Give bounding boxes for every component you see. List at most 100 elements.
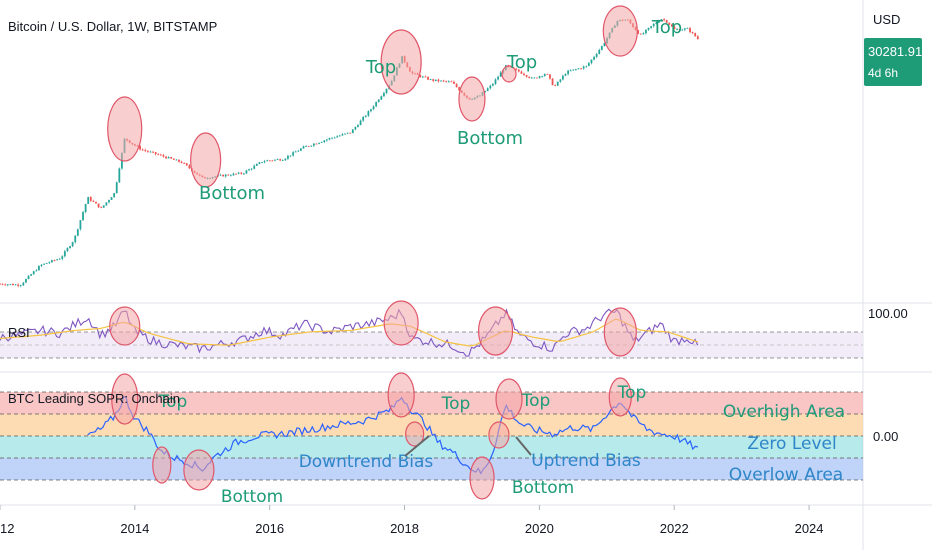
price-label-top-2017: Top: [365, 57, 396, 78]
candle: [556, 81, 559, 86]
candle: [58, 257, 61, 260]
highlight-circle: [488, 421, 510, 449]
sopr-label-zero: Zero Level: [747, 434, 836, 454]
zero-zone: [0, 436, 863, 458]
candle: [587, 62, 590, 67]
candle: [419, 74, 422, 78]
candle: [222, 174, 224, 177]
candle: [97, 203, 100, 209]
candle: [274, 159, 276, 162]
highlight-circle: [469, 456, 495, 500]
candle: [38, 265, 40, 271]
candle: [25, 278, 27, 283]
candle: [318, 142, 320, 145]
candle: [445, 80, 448, 83]
candle: [582, 65, 585, 70]
candle: [447, 80, 450, 83]
candle: [424, 75, 427, 78]
symbol-title: Bitcoin / U.S. Dollar, 1W, BITSTAMP: [8, 19, 217, 34]
candle: [455, 83, 458, 88]
candle: [559, 78, 562, 83]
highlight-circle: [458, 76, 486, 122]
candle: [281, 159, 284, 162]
candle: [289, 155, 292, 158]
candle: [372, 105, 375, 111]
candle: [375, 101, 378, 108]
candle: [603, 42, 606, 47]
highlight-circle: [183, 449, 215, 491]
candle: [100, 206, 103, 209]
sopr-label-bottom-2019: Bottom: [512, 478, 574, 498]
candle: [325, 138, 328, 142]
candle: [6, 284, 9, 287]
price-badge-countdown: 4d 6h: [868, 66, 898, 80]
candle: [110, 196, 113, 200]
candle: [305, 145, 308, 147]
candle: [1, 283, 4, 286]
candle: [255, 163, 258, 166]
candle: [165, 156, 167, 159]
candle: [268, 160, 271, 162]
highlight-circle: [152, 446, 172, 484]
time-tick-label: 2016: [255, 521, 284, 536]
candle: [523, 72, 525, 77]
candle: [227, 174, 230, 176]
candle: [593, 55, 595, 61]
candle: [377, 99, 380, 103]
candle: [489, 84, 492, 90]
candle: [546, 73, 549, 75]
price-candles: [0, 18, 699, 288]
candle: [351, 128, 354, 134]
candle: [341, 133, 344, 136]
candle: [380, 95, 383, 100]
candle: [346, 132, 349, 135]
candle: [258, 161, 261, 165]
candle: [172, 158, 175, 160]
candle: [82, 210, 84, 221]
candle: [349, 132, 352, 134]
candle: [74, 235, 77, 244]
candle: [188, 164, 191, 170]
candle: [331, 137, 333, 140]
candle: [56, 258, 58, 261]
candle: [665, 19, 668, 24]
candle: [108, 199, 110, 204]
candle: [517, 68, 520, 73]
candle: [595, 52, 598, 59]
annotation-labels: Bottom Top Bottom Top Top Top Bottom Top Downtre…: [158, 17, 845, 507]
candle: [551, 78, 554, 86]
candle: [287, 154, 289, 160]
candle: [9, 283, 12, 286]
candle: [354, 126, 357, 131]
candle: [48, 261, 51, 265]
candle: [538, 75, 541, 79]
candle: [652, 23, 655, 28]
price-badge: [864, 38, 922, 86]
candle: [344, 133, 346, 135]
candle: [696, 35, 699, 40]
candle: [370, 108, 372, 113]
candle: [427, 76, 429, 81]
candle: [660, 18, 663, 22]
candle: [315, 143, 318, 145]
highlight-circle: [477, 306, 514, 356]
candle: [113, 192, 116, 198]
rsi-title: RSI: [8, 325, 30, 340]
candle: [105, 202, 108, 206]
sopr-label-uptrend: Uptrend Bias: [531, 451, 641, 471]
candle: [689, 26, 691, 34]
candle: [115, 181, 118, 194]
candle: [102, 205, 105, 208]
candle: [645, 29, 647, 35]
candle: [678, 28, 681, 31]
time-axis: 2012 2014 2016 2018 2020 2022 2024: [0, 505, 824, 536]
overhigh-zone: [0, 392, 863, 414]
candle: [658, 19, 660, 23]
candle: [92, 199, 95, 203]
highlight-circle: [107, 96, 143, 162]
candle: [491, 82, 494, 87]
candle: [69, 245, 71, 249]
overlow-zone: [0, 458, 863, 480]
candle: [43, 263, 45, 266]
rsi-scale-label: 100.00: [868, 306, 908, 321]
